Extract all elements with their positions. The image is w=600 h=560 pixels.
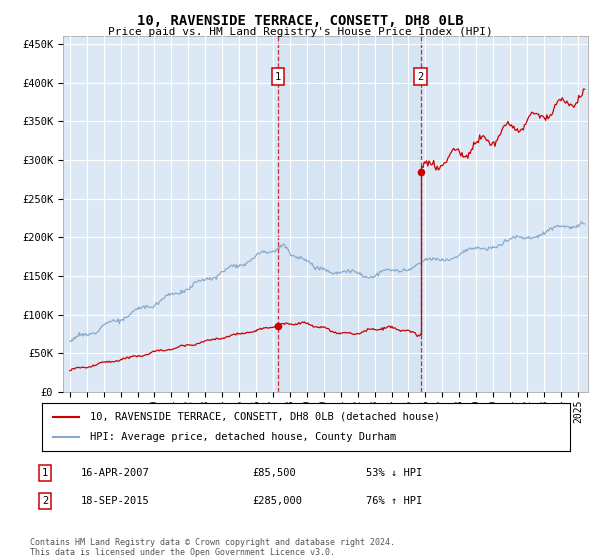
Text: 76% ↑ HPI: 76% ↑ HPI: [366, 496, 422, 506]
Text: HPI: Average price, detached house, County Durham: HPI: Average price, detached house, Coun…: [89, 432, 396, 442]
Text: Price paid vs. HM Land Registry's House Price Index (HPI): Price paid vs. HM Land Registry's House …: [107, 27, 493, 37]
Text: 1: 1: [42, 468, 48, 478]
Text: 2: 2: [418, 72, 424, 82]
Text: £285,000: £285,000: [252, 496, 302, 506]
Text: 1: 1: [275, 72, 281, 82]
Text: £85,500: £85,500: [252, 468, 296, 478]
Text: 10, RAVENSIDE TERRACE, CONSETT, DH8 0LB (detached house): 10, RAVENSIDE TERRACE, CONSETT, DH8 0LB …: [89, 412, 440, 422]
Text: 18-SEP-2015: 18-SEP-2015: [81, 496, 150, 506]
Bar: [278, 36, 421, 392]
Text: 53% ↓ HPI: 53% ↓ HPI: [366, 468, 422, 478]
Text: Contains HM Land Registry data © Crown copyright and database right 2024.
This d: Contains HM Land Registry data © Crown c…: [30, 538, 395, 557]
Text: 16-APR-2007: 16-APR-2007: [81, 468, 150, 478]
Text: 10, RAVENSIDE TERRACE, CONSETT, DH8 0LB: 10, RAVENSIDE TERRACE, CONSETT, DH8 0LB: [137, 14, 463, 28]
Text: 2: 2: [42, 496, 48, 506]
